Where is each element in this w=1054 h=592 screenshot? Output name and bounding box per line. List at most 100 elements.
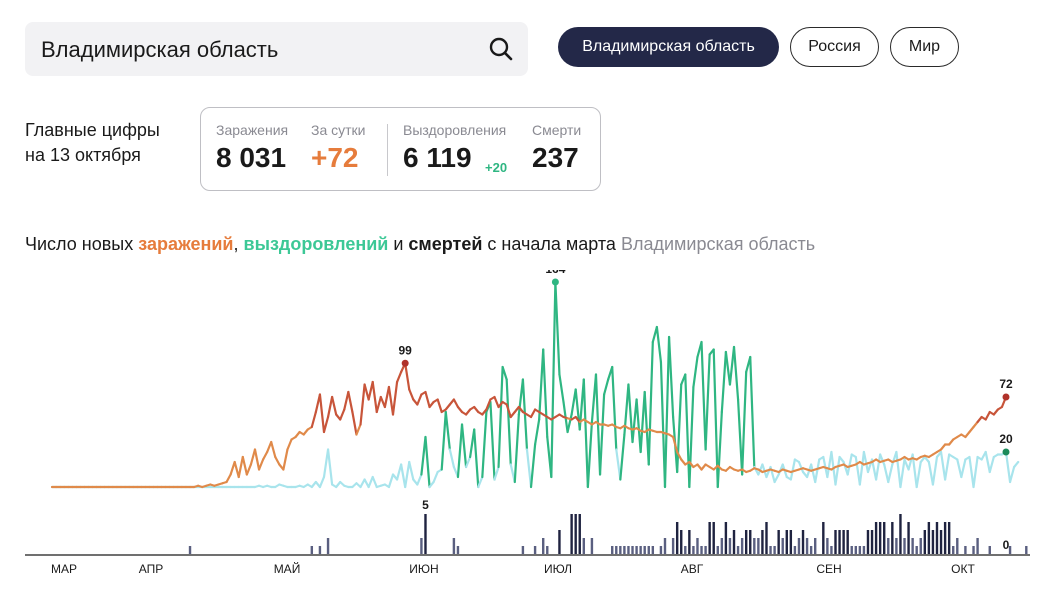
deaths-bar bbox=[814, 538, 817, 554]
recoveries-line-segment bbox=[874, 453, 882, 481]
deaths-bar bbox=[326, 538, 330, 554]
infections-line-segment bbox=[351, 410, 358, 436]
recoveries-line-segment bbox=[716, 410, 723, 489]
deaths-bar bbox=[651, 546, 655, 554]
chart-title-infections[interactable]: заражений bbox=[138, 234, 234, 254]
search-icon[interactable] bbox=[488, 36, 514, 62]
deaths-bar bbox=[546, 546, 549, 554]
deaths-bar bbox=[769, 546, 772, 554]
infections-line-segment bbox=[416, 393, 423, 406]
recoveries-line-segment bbox=[749, 355, 756, 469]
recoveries-line-segment bbox=[773, 473, 780, 484]
recoveries-line-segment bbox=[611, 365, 618, 451]
infections-line-segment bbox=[436, 398, 443, 414]
recoveries-line-segment bbox=[432, 470, 439, 484]
infections-line-segment bbox=[984, 410, 991, 421]
deaths-bar bbox=[834, 530, 837, 554]
deaths-bar bbox=[757, 538, 760, 554]
infections-line-segment bbox=[237, 455, 244, 479]
recoveries-line-segment bbox=[525, 448, 533, 489]
deaths-bar bbox=[456, 546, 460, 554]
deaths-bar bbox=[866, 530, 870, 554]
infections-line-segment bbox=[387, 385, 395, 416]
recoveries-line-segment bbox=[395, 463, 403, 481]
recoveries-line-segment bbox=[895, 450, 902, 489]
deaths-bar bbox=[671, 538, 675, 554]
summary-label-date: на 13 октября bbox=[25, 145, 141, 165]
infections-line-segment bbox=[529, 408, 537, 419]
recoveries-line-segment bbox=[513, 413, 520, 484]
deaths-bar bbox=[318, 546, 322, 554]
recoveries-line-segment bbox=[477, 475, 484, 489]
infections-line-segment bbox=[347, 390, 354, 414]
recoveries-line-segment bbox=[586, 420, 594, 489]
infections-line-segment bbox=[310, 410, 317, 429]
infections-line-segment bbox=[249, 448, 257, 466]
stat-deaths: Смерти 237 bbox=[532, 122, 581, 174]
infections-line-segment bbox=[253, 448, 261, 471]
deaths-bar bbox=[708, 522, 711, 554]
recoveries-line-segment bbox=[741, 370, 748, 476]
recoveries-line-segment bbox=[846, 453, 853, 476]
infections-line-segment bbox=[355, 423, 362, 436]
infections-peak-label: 99 bbox=[399, 343, 413, 357]
infections-line-segment bbox=[270, 440, 277, 459]
deaths-bar bbox=[935, 522, 939, 554]
recoveries-line-segment bbox=[542, 348, 549, 439]
stat-infected-value: 8 031 bbox=[216, 142, 287, 173]
deaths-bar bbox=[903, 538, 906, 554]
recoveries-line-segment bbox=[481, 410, 488, 479]
chart-title-recoveries[interactable]: выздоровлений bbox=[243, 234, 389, 254]
infections-line-segment bbox=[672, 435, 679, 454]
recoveries-line-segment bbox=[834, 455, 841, 486]
chart-title-deaths[interactable]: смертей bbox=[408, 234, 483, 254]
infections-line-segment bbox=[331, 395, 338, 416]
deaths-bar bbox=[688, 530, 691, 554]
deaths-bar bbox=[988, 546, 991, 554]
deaths-bar bbox=[663, 538, 667, 554]
deaths-last-label: 0 bbox=[1003, 538, 1010, 552]
deaths-bar bbox=[964, 546, 967, 554]
summary-label-title: Главные цифры bbox=[25, 120, 160, 140]
infections-line-segment bbox=[274, 455, 281, 466]
recoveries-line-segment bbox=[789, 458, 797, 481]
recoveries-line-segment bbox=[489, 400, 496, 481]
deaths-bar bbox=[858, 546, 862, 554]
search-box[interactable] bbox=[25, 22, 528, 78]
infections-line-segment bbox=[391, 380, 399, 416]
x-tick-label: АВГ bbox=[681, 562, 704, 576]
search-input[interactable] bbox=[39, 22, 473, 78]
deaths-bar bbox=[1008, 546, 1012, 554]
deaths-bar bbox=[627, 546, 630, 554]
infections-line-segment bbox=[375, 395, 382, 414]
stat-daily-label: За сутки bbox=[311, 122, 366, 138]
tab-region[interactable]: Владимирская область bbox=[558, 27, 779, 67]
recoveries-line-segment bbox=[688, 385, 695, 489]
deaths-bar bbox=[619, 546, 622, 554]
recoveries-line-segment bbox=[444, 410, 451, 451]
x-tick-label: ИЮЛ bbox=[544, 562, 572, 576]
recoveries-line-segment bbox=[862, 450, 870, 474]
tab-world[interactable]: Мир bbox=[890, 27, 959, 67]
recoveries-line-segment bbox=[972, 455, 979, 489]
deaths-bar bbox=[781, 538, 784, 554]
deaths-bar bbox=[696, 538, 699, 554]
deaths-bar bbox=[1025, 546, 1028, 554]
recoveries-line-segment bbox=[854, 455, 861, 486]
tab-russia[interactable]: Россия bbox=[790, 27, 879, 67]
infections-line-segment bbox=[408, 388, 415, 401]
stat-deaths-value: 237 bbox=[532, 142, 579, 173]
infections-line-segment bbox=[257, 458, 265, 471]
recoveries-line-segment bbox=[988, 455, 995, 474]
deaths-bar bbox=[793, 546, 797, 554]
infections-line-segment bbox=[229, 460, 236, 476]
recoveries-line-segment bbox=[720, 350, 727, 414]
recoveries-line-segment bbox=[400, 463, 407, 489]
x-tick-label: ИЮН bbox=[409, 562, 438, 576]
stat-daily: За сутки +72 bbox=[311, 122, 366, 174]
deaths-bar bbox=[765, 522, 768, 554]
recoveries-line-segment bbox=[448, 448, 455, 469]
infections-line-segment bbox=[286, 438, 293, 451]
recoveries-line-segment bbox=[1008, 465, 1016, 484]
deaths-bar bbox=[659, 546, 663, 554]
